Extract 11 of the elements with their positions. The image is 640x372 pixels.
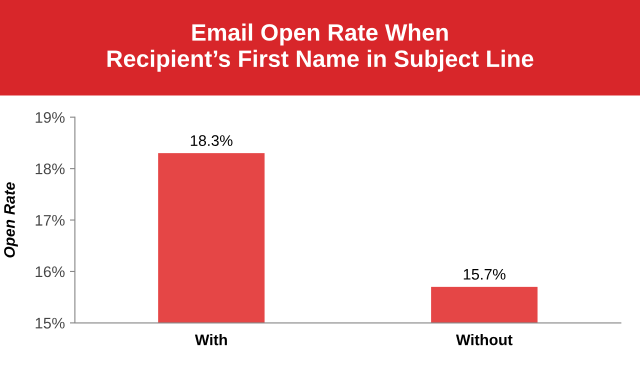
data-label: 15.7% [464, 268, 506, 280]
y-tick-label: 19% [36, 112, 65, 123]
data-label: 18.3% [190, 135, 232, 146]
y-tick-label: 17% [36, 214, 65, 226]
y-tick-label: 16% [36, 266, 65, 278]
y-tick-label: 15% [36, 318, 65, 329]
y-tick-label: 18% [36, 163, 65, 174]
chart-title: Email Open Rate When Recipient’s First Name in Subject Line [108, 23, 534, 72]
x-tick-label: Without [456, 334, 512, 346]
x-tick-label: With [194, 334, 227, 346]
y-axis-title: Open Rate [4, 182, 18, 258]
